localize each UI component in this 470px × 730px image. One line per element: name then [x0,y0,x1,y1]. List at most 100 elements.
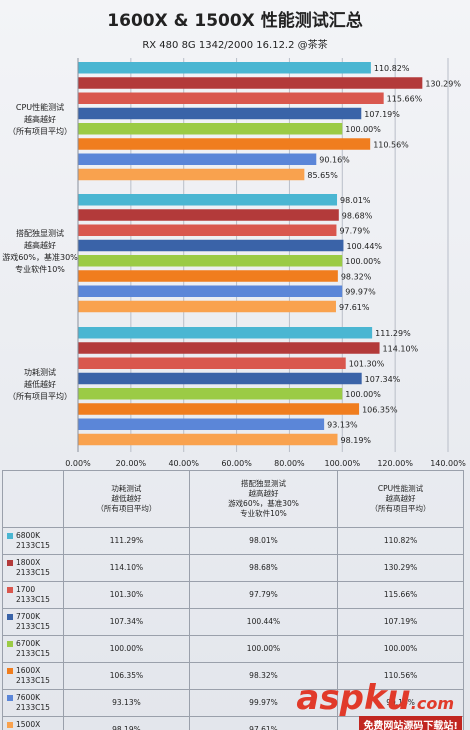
x-tick-label: 0.00% [65,459,91,468]
table-cell: 98.68% [188,554,339,582]
bar [78,209,339,221]
table-row: 1800X 2133C15 114.10% 98.68% 130.29% [2,554,464,582]
bar-value-label: 85.65% [307,171,338,180]
category-label: 越低越好 [24,379,56,389]
watermark-logo: aspku.com 免费网站源码下载站! [296,678,466,730]
bar-value-label: 90.16% [319,156,350,165]
legend-swatch [7,668,13,674]
column-header-line: 越高越好 [248,489,279,498]
row-header: 6800K 2133C15 [2,527,64,555]
bar-value-label: 100.00% [345,390,381,399]
row-name: 6800K [16,531,41,540]
bar-value-label: 98.19% [341,436,372,445]
bar-value-label: 100.44% [346,242,382,251]
bar [78,224,337,236]
column-header-line: 专业软件10% [240,509,287,518]
table-column-header: CPU性能测试 越高越好 （所有项目平均） [337,470,464,528]
bar-chart: 0.00% 20.00% 40.00% 60.00% 80.00% 100.00% 120.… [2,58,466,468]
x-tick-label: 140.00% [430,459,466,468]
table-cell: 98.19% [63,716,190,730]
column-header-line: 游戏60%，基准30% [228,499,299,508]
table-cell: 100.44% [188,608,339,636]
table-cell: 107.19% [337,608,464,636]
table-cell: 93.13% [63,689,190,717]
table-cell: 114.10% [63,554,190,582]
bar-value-label: 98.32% [341,272,372,281]
bar-value-label: 110.56% [373,140,409,149]
x-tick-label: 120.00% [377,459,413,468]
table-row: 7700K 2133C15 107.34% 100.44% 107.19% [2,608,464,636]
row-memory: 2133C15 [16,703,50,712]
category-label: 搭配独显测试 [16,228,64,238]
category-label: 越高越好 [24,240,56,250]
bar [78,138,371,150]
table-corner [2,470,64,528]
watermark-text: aspku.com [296,678,454,718]
x-tick-label: 60.00% [221,459,252,468]
row-name: 1500X [16,720,41,729]
bar-value-label: 98.68% [342,211,373,220]
bar [78,77,423,89]
bar [78,168,305,181]
bar-value-label: 98.01% [340,196,371,205]
column-header-line: （所有项目平均） [96,504,157,513]
table-cell: 97.79% [188,581,339,609]
column-header-line: CPU性能测试 [377,484,424,493]
row-memory: 2133C15 [16,568,50,577]
table-cell: 98.01% [188,527,339,555]
table-cell: 100.00% [188,635,339,663]
table-cell: 130.29% [337,554,464,582]
bar [78,153,317,165]
column-header-line: 越高越好 [385,494,416,503]
bar-value-label: 100.00% [345,257,381,266]
category-label: （所有项目平均） [8,391,72,401]
bar [78,239,344,252]
bar [78,327,373,339]
bar [78,270,338,282]
column-header-line: 功耗测试 [111,484,142,493]
row-header: 6700K 2133C15 [2,635,64,663]
chart-title: 1600X & 1500X 性能测试汇总 [107,11,363,31]
table-cell: 100.00% [63,635,190,663]
legend-swatch [7,695,13,701]
row-header: 1800X 2133C15 [2,554,64,582]
bar [78,62,371,74]
bar-value-label: 114.10% [383,344,419,353]
watermark-tagline: 免费网站源码下载站! [359,716,462,730]
row-memory: 2133C15 [16,676,50,685]
legend-swatch [7,560,13,566]
table-column-header: 搭配独显测试 越高越好 游戏60%，基准30% 专业软件10% [188,470,339,528]
chart-subtitle: RX 480 8G 1342/2000 16.12.2 @茶茶 [142,40,328,51]
bar-value-label: 99.97% [345,288,376,297]
category-label: 功耗测试 [24,367,56,377]
column-header-line: （所有项目平均） [370,504,431,513]
category-label: 游戏60%，基准30% [2,252,78,262]
row-header: 1500X2133C15 [2,716,64,730]
category-label: 越高越好 [24,114,56,124]
x-tick-label: 20.00% [116,459,147,468]
row-header: 1700 2133C15 [2,581,64,609]
bar [78,255,343,267]
bar [78,342,380,354]
table-cell: 106.35% [63,662,190,690]
bar [78,388,343,400]
table-cell: 115.66% [337,581,464,609]
bar [78,285,343,297]
bar-value-label: 130.29% [425,79,461,88]
bar-value-label: 97.79% [339,227,370,236]
row-memory: 2133C15 [16,595,50,604]
category-label: （所有项目平均） [8,126,72,136]
bar-value-label: 100.00% [345,125,381,134]
bar-value-label: 97.61% [339,303,370,312]
legend-swatch [7,533,13,539]
row-header: 7700K 2133C15 [2,608,64,636]
bar [78,123,343,135]
bar-value-label: 107.19% [364,110,400,119]
x-tick-label: 40.00% [168,459,199,468]
bar [78,433,338,446]
bar [78,300,336,313]
bar-value-label: 111.29% [375,329,411,338]
row-memory: 2133C15 [16,649,50,658]
table-row: 6700K 2133C15 100.00% 100.00% 100.00% [2,635,464,663]
row-name: 7600K [16,693,41,702]
